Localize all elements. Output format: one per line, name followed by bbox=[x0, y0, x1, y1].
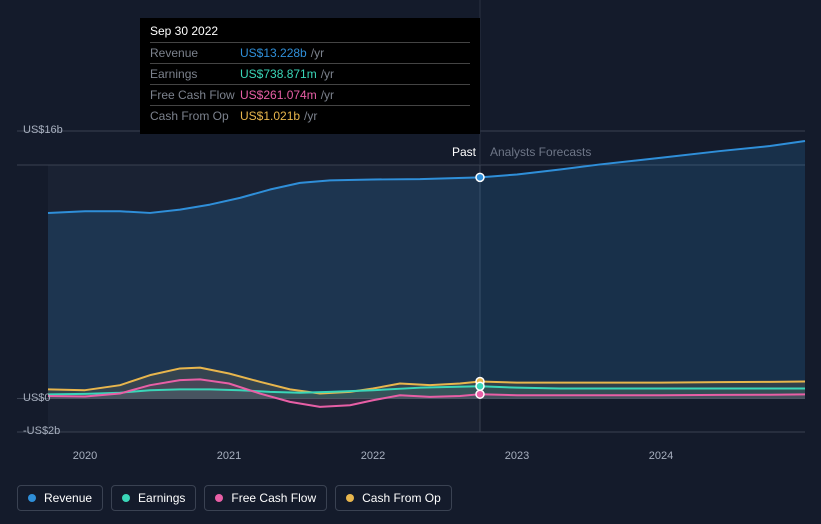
tooltip-row: Free Cash FlowUS$261.074m/yr bbox=[150, 84, 470, 105]
tooltip-title: Sep 30 2022 bbox=[150, 24, 470, 42]
tooltip-row: EarningsUS$738.871m/yr bbox=[150, 63, 470, 84]
label-past: Past bbox=[452, 145, 476, 159]
tooltip-row-label: Cash From Op bbox=[150, 109, 240, 123]
tooltip-row-unit: /yr bbox=[304, 109, 317, 123]
tooltip-row-value: US$261.074m bbox=[240, 88, 317, 102]
y-tick-label: US$0 bbox=[23, 392, 51, 404]
legend-item-label: Cash From Op bbox=[362, 491, 441, 505]
tooltip-row-unit: /yr bbox=[311, 46, 324, 60]
legend-dot-icon bbox=[122, 494, 130, 502]
tooltip-row-label: Revenue bbox=[150, 46, 240, 60]
tooltip-row-label: Free Cash Flow bbox=[150, 88, 240, 102]
y-tick-label: US$16b bbox=[23, 124, 63, 136]
tooltip-row: Cash From OpUS$1.021b/yr bbox=[150, 105, 470, 126]
legend-item-label: Free Cash Flow bbox=[231, 491, 316, 505]
x-tick-label: 2023 bbox=[505, 450, 529, 462]
label-forecast: Analysts Forecasts bbox=[490, 145, 591, 159]
x-tick-label: 2020 bbox=[73, 450, 97, 462]
legend-item[interactable]: Earnings bbox=[111, 485, 196, 511]
tooltip-row-value: US$1.021b bbox=[240, 109, 300, 123]
tooltip-row-unit: /yr bbox=[321, 67, 334, 81]
tooltip-row-label: Earnings bbox=[150, 67, 240, 81]
tooltip-row: RevenueUS$13.228b/yr bbox=[150, 42, 470, 63]
tooltip-row-value: US$13.228b bbox=[240, 46, 307, 60]
y-tick-label: -US$2b bbox=[23, 425, 60, 437]
tooltip-row-unit: /yr bbox=[321, 88, 334, 102]
legend-item[interactable]: Free Cash Flow bbox=[204, 485, 327, 511]
x-tick-label: 2022 bbox=[361, 450, 385, 462]
legend-item-label: Earnings bbox=[138, 491, 185, 505]
legend-item-label: Revenue bbox=[44, 491, 92, 505]
legend-item[interactable]: Cash From Op bbox=[335, 485, 452, 511]
legend-dot-icon bbox=[346, 494, 354, 502]
legend-dot-icon bbox=[215, 494, 223, 502]
financial-chart: US$16b US$0 -US$2b 2020 2021 2022 2023 2024 Pa… bbox=[0, 0, 821, 524]
tooltip-row-value: US$738.871m bbox=[240, 67, 317, 81]
legend-dot-icon bbox=[28, 494, 36, 502]
chart-tooltip: Sep 30 2022 RevenueUS$13.228b/yrEarnings… bbox=[140, 18, 480, 134]
chart-legend: Revenue Earnings Free Cash Flow Cash From O… bbox=[17, 485, 452, 511]
x-tick-label: 2024 bbox=[649, 450, 673, 462]
legend-item[interactable]: Revenue bbox=[17, 485, 103, 511]
x-tick-label: 2021 bbox=[217, 450, 241, 462]
